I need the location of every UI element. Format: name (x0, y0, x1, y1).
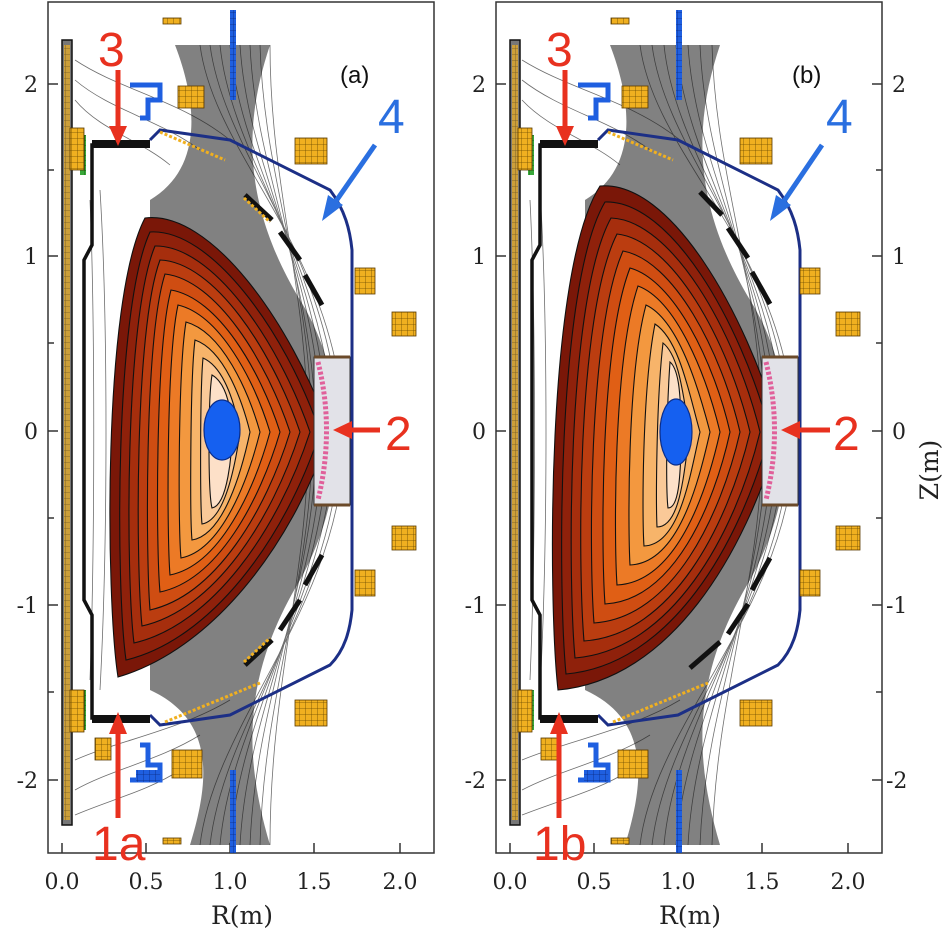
svg-text:0.5: 0.5 (577, 870, 612, 895)
svg-text:0: 0 (892, 420, 906, 445)
svg-text:2.0: 2.0 (383, 870, 418, 895)
magnetic-axis-core (659, 398, 693, 466)
svg-text:1: 1 (472, 245, 486, 270)
magnetic-axis-core (203, 399, 241, 461)
pf-coils (69, 17, 417, 845)
limiter-tiles (243, 193, 325, 667)
callout-1a: 1a (92, 818, 146, 871)
svg-text:0.5: 0.5 (129, 870, 164, 895)
panel-b: (b) 3 1b 2 4 (495, 1, 883, 871)
svg-text:-1: -1 (465, 594, 486, 619)
callout-1b: 1b (533, 818, 586, 871)
svg-text:2: 2 (24, 73, 38, 98)
panel-label-a: (a) (340, 62, 369, 89)
upper-divertor-plate (540, 140, 598, 148)
upper-divertor-plate (92, 140, 150, 148)
divertor-blue-structures (578, 10, 682, 853)
vacuum-vessel (148, 128, 354, 727)
svg-text:0.0: 0.0 (45, 870, 80, 895)
svg-text:1.5: 1.5 (745, 870, 780, 895)
x-tick-labels-b: 0.0 0.5 1.0 1.5 2.0 (493, 870, 866, 895)
svg-text:-2: -2 (17, 769, 38, 794)
svg-text:2: 2 (892, 73, 906, 98)
inner-wall (530, 143, 568, 720)
limiter-tiles (688, 190, 773, 670)
svg-text:1.0: 1.0 (661, 870, 696, 895)
svg-text:-2: -2 (465, 769, 486, 794)
svg-text:-1: -1 (886, 594, 907, 619)
middle-y-tick-labels: 2 1 0 -1 -2 (465, 73, 486, 794)
left-y-tick-labels: 2 1 0 -1 -2 (17, 73, 38, 794)
callout-arrows-b (550, 70, 830, 818)
svg-text:2.0: 2.0 (831, 870, 866, 895)
pf-coils (517, 17, 861, 845)
callout-4: 4 (826, 91, 853, 144)
lower-divertor-plate (92, 715, 150, 723)
callout-3: 3 (546, 24, 573, 77)
x-axis-label-b: R(m) (659, 901, 721, 930)
panel-a: (a) 3 1a 2 4 (47, 1, 435, 871)
inner-wall (82, 143, 120, 720)
callout-2: 2 (833, 408, 860, 461)
divertor-blue-structures (130, 10, 236, 853)
right-y-axis-label: Z(m) (915, 440, 944, 501)
svg-text:-1: -1 (17, 594, 38, 619)
callout-3: 3 (98, 24, 125, 77)
x-tick-labels-a: 0.0 0.5 1.0 1.5 2.0 (45, 870, 418, 895)
callout-2: 2 (385, 408, 412, 461)
callout-arrows-a (109, 70, 380, 818)
svg-text:0: 0 (24, 420, 38, 445)
svg-text:1: 1 (24, 245, 38, 270)
svg-text:-2: -2 (886, 769, 907, 794)
lower-divertor-plate (540, 715, 598, 723)
callout-4: 4 (378, 91, 405, 144)
svg-text:1: 1 (892, 245, 906, 270)
svg-text:2: 2 (472, 73, 486, 98)
svg-text:0: 0 (472, 420, 486, 445)
x-axis-label-a: R(m) (211, 901, 273, 930)
panel-label-b: (b) (792, 62, 821, 89)
svg-text:1.5: 1.5 (297, 870, 332, 895)
svg-text:1.0: 1.0 (213, 870, 248, 895)
right-y-tick-labels: 2 1 0 -1 -2 (886, 73, 907, 794)
vacuum-vessel (596, 128, 802, 727)
svg-text:0.0: 0.0 (493, 870, 528, 895)
